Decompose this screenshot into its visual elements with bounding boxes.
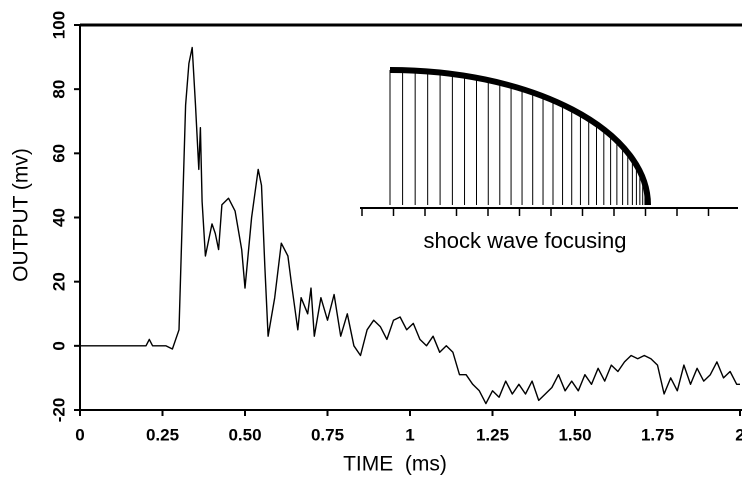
x-tick-label: 0.25 — [146, 425, 179, 444]
y-tick-label: 60 — [49, 144, 68, 163]
x-tick-label: 0 — [75, 425, 84, 444]
x-tick-label: 1.50 — [558, 425, 591, 444]
x-tick-label: 1.75 — [641, 425, 674, 444]
y-tick-label: 80 — [49, 80, 68, 99]
x-tick-label: 2 — [735, 425, 742, 444]
y-tick-label: 100 — [49, 11, 68, 39]
x-tick-label: 1.25 — [476, 425, 509, 444]
data-line — [80, 46, 740, 405]
x-tick-label: 0.75 — [311, 425, 344, 444]
annotation: shock wave focusing — [424, 228, 627, 253]
x-tick-label: 0.50 — [228, 425, 261, 444]
y-axis-label: OUTPUT (mv) — [10, 148, 33, 282]
y-tick-label: 0 — [49, 341, 68, 350]
x-axis-label: TIME (ms) — [343, 453, 447, 476]
x-tick-label: 1 — [405, 425, 414, 444]
y-tick-label: 40 — [49, 208, 68, 227]
inset-diagram — [360, 67, 738, 216]
y-tick-label: 20 — [49, 272, 68, 291]
inset-curve — [389, 67, 651, 206]
y-tick-label: -20 — [49, 398, 68, 423]
